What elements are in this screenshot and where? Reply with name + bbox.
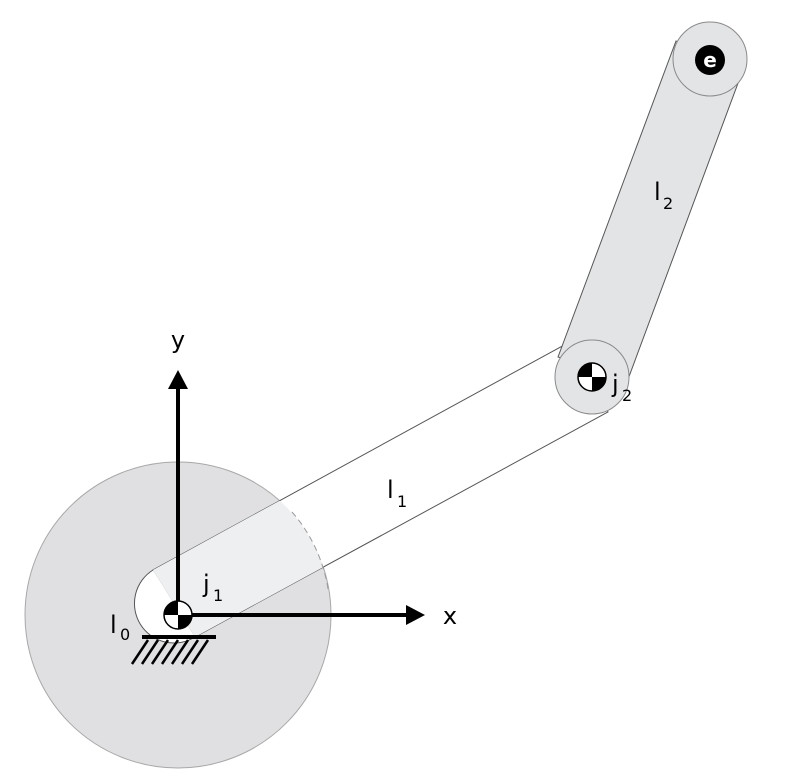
center-of-mass-icon (577, 362, 607, 392)
link-0-label: l (110, 611, 117, 639)
center-of-mass-icon (163, 600, 193, 630)
link-2-label: l (654, 178, 661, 206)
link-1-label: l (387, 476, 394, 504)
y-axis-label: y (171, 326, 185, 354)
joint-1-subscript: 1 (213, 586, 223, 605)
link-1-overlap (153, 462, 331, 637)
y-axis-arrow (168, 370, 188, 615)
ground-hatch-icon (130, 635, 216, 665)
link-2-subscript: 2 (663, 194, 673, 213)
end-effector-badge (695, 45, 725, 75)
end-effector-label: e (703, 48, 717, 72)
link-0-subscript: 0 (120, 625, 130, 644)
joint-2-subscript: 2 (622, 386, 632, 405)
x-axis-label: x (443, 602, 457, 630)
joint-2-label: j (611, 370, 619, 398)
base-disk-edge-dashed (291, 511, 329, 590)
x-axis-arrow (178, 605, 425, 625)
link-1-subscript: 1 (397, 492, 407, 511)
joint-1-label: j (202, 570, 210, 598)
